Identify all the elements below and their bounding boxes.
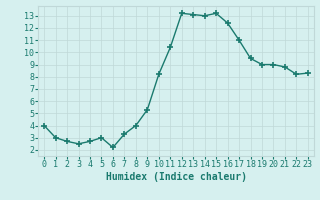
X-axis label: Humidex (Indice chaleur): Humidex (Indice chaleur) xyxy=(106,172,246,182)
